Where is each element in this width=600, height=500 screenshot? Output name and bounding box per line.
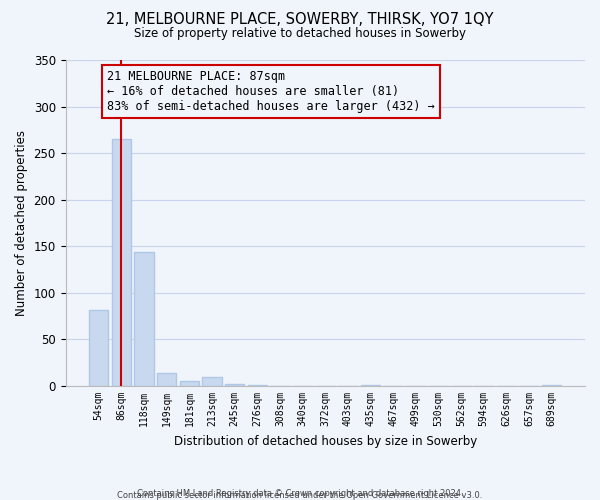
Text: 21, MELBOURNE PLACE, SOWERBY, THIRSK, YO7 1QY: 21, MELBOURNE PLACE, SOWERBY, THIRSK, YO… bbox=[106, 12, 494, 28]
Bar bbox=[157, 373, 176, 386]
Text: Contains HM Land Registry data © Crown copyright and database right 2024.: Contains HM Land Registry data © Crown c… bbox=[137, 488, 463, 498]
Bar bbox=[134, 252, 154, 386]
Text: 21 MELBOURNE PLACE: 87sqm
← 16% of detached houses are smaller (81)
83% of semi-: 21 MELBOURNE PLACE: 87sqm ← 16% of detac… bbox=[107, 70, 435, 113]
Bar bbox=[361, 385, 380, 386]
Bar bbox=[225, 384, 244, 386]
Bar bbox=[180, 382, 199, 386]
Bar bbox=[542, 385, 562, 386]
X-axis label: Distribution of detached houses by size in Sowerby: Distribution of detached houses by size … bbox=[173, 434, 477, 448]
Bar bbox=[202, 376, 221, 386]
Text: Size of property relative to detached houses in Sowerby: Size of property relative to detached ho… bbox=[134, 28, 466, 40]
Bar bbox=[248, 385, 267, 386]
Bar bbox=[89, 310, 109, 386]
Bar bbox=[112, 139, 131, 386]
Text: Contains public sector information licensed under the Open Government Licence v3: Contains public sector information licen… bbox=[118, 491, 482, 500]
Y-axis label: Number of detached properties: Number of detached properties bbox=[15, 130, 28, 316]
